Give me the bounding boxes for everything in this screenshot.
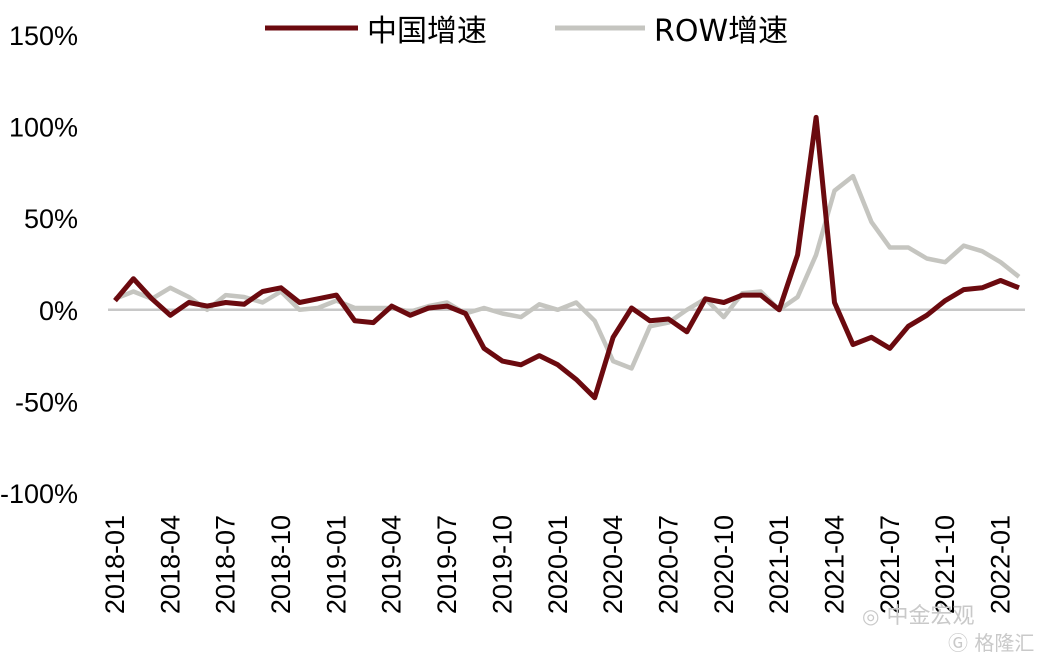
series-line-row — [114, 173, 1021, 371]
x-tick-label: 2020-04 — [598, 515, 628, 614]
legend-label-china: 中国增速 — [367, 14, 487, 49]
watermark-text-1: 中金宏观 — [886, 604, 975, 629]
series-line-china — [113, 114, 1020, 401]
y-axis: 150% 100% 50% 0% -50% -100% — [0, 21, 78, 509]
watermark-text-2: 格隆汇 — [974, 631, 1035, 655]
x-tick-label: 2021-01 — [764, 515, 794, 614]
x-tick-label: 2021-10 — [930, 515, 960, 614]
x-tick-label: 2018-01 — [100, 515, 130, 614]
wechat-icon: ◎ — [862, 604, 880, 628]
x-tick-label: 2020-10 — [709, 515, 739, 614]
watermark-gelonghui: Ⓖ 格隆汇 — [948, 627, 1034, 656]
y-tick-label: 100% — [9, 113, 78, 143]
x-tick-label: 2018-10 — [266, 515, 296, 614]
x-tick-label: 2019-07 — [432, 515, 462, 614]
y-tick-label: -50% — [15, 387, 78, 417]
x-axis: 2018-01 2018-04 2018-07 2018-10 2019-01 2019-… — [100, 515, 1016, 614]
y-tick-label: 150% — [9, 21, 78, 51]
y-tick-label: 50% — [24, 204, 78, 234]
x-tick-label: 2021-07 — [875, 515, 905, 614]
legend-label-row: ROW增速 — [654, 14, 788, 49]
x-tick-label: 2019-01 — [321, 515, 351, 614]
x-tick-label: 2019-10 — [487, 515, 517, 614]
x-tick-label: 2019-04 — [377, 515, 407, 614]
x-tick-label: 2022-01 — [986, 515, 1016, 614]
series-layer — [113, 114, 1021, 401]
x-tick-label: 2018-04 — [155, 515, 185, 614]
x-tick-label: 2021-04 — [820, 515, 850, 614]
watermark-wechat: ◎ 中金宏观 — [862, 598, 974, 630]
legend: 中国增速 ROW增速 — [265, 14, 788, 49]
y-tick-label: -100% — [0, 479, 78, 509]
x-tick-label: 2020-07 — [653, 515, 683, 614]
x-tick-label: 2020-01 — [543, 515, 573, 614]
x-tick-label: 2018-07 — [211, 515, 241, 614]
gelonghui-icon: Ⓖ — [948, 631, 968, 655]
y-tick-label: 0% — [39, 296, 78, 326]
